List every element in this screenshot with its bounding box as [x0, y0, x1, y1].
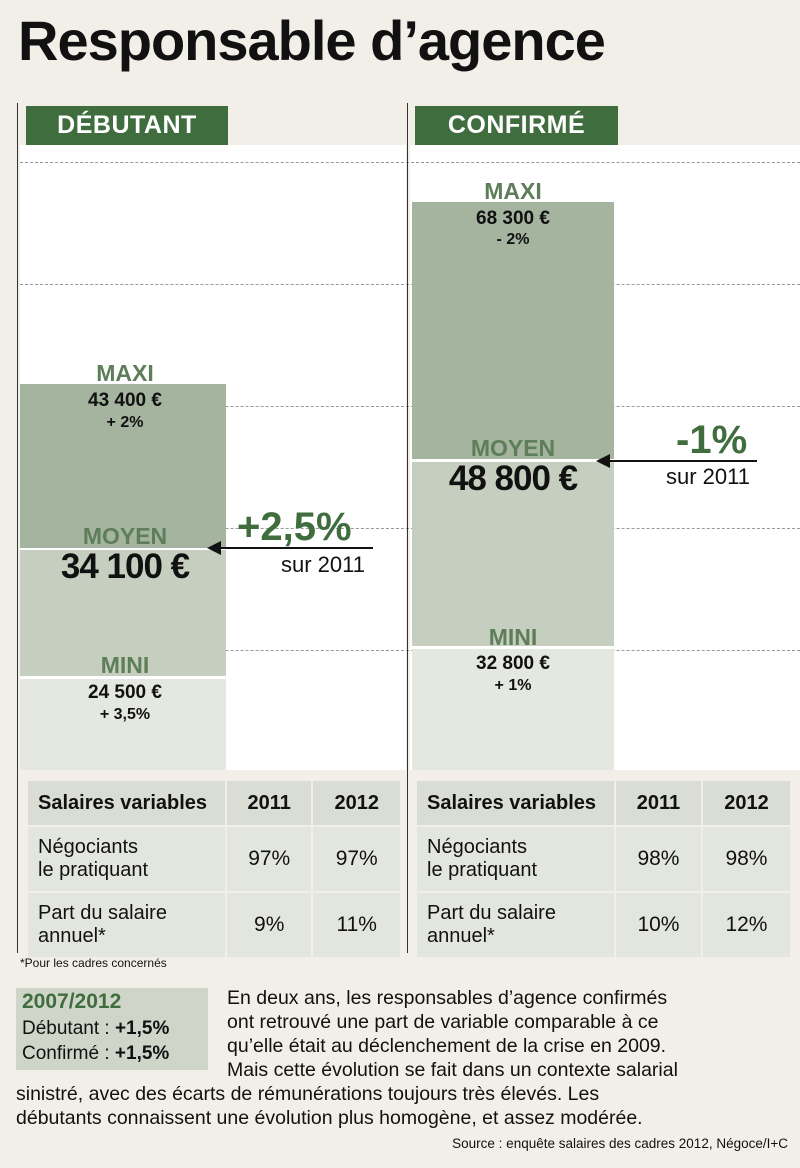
cell-2011: 98% — [616, 827, 701, 891]
row-label-line: le pratiquant — [38, 859, 149, 881]
summary-box-title: 2007/2012 — [22, 990, 122, 1013]
cell-2011: 97% — [227, 827, 312, 891]
debutant-moyen-value: 34 100 € — [60, 547, 190, 586]
table-header-label: Salaires variables — [28, 781, 225, 825]
confirme-header: CONFIRMÉ — [415, 106, 618, 145]
row-label-line: le pratiquant — [427, 859, 538, 881]
debutant-mini-value: 24 500 € — [88, 682, 162, 703]
gridline — [20, 650, 800, 651]
summary-debutant: Débutant : +1,5% — [22, 1018, 169, 1040]
confirme-evolution-sub: sur 2011 — [666, 464, 750, 489]
gridline — [20, 406, 800, 407]
confirme-variable-table: Salaires variables 2011 2012 Négociants l… — [415, 779, 792, 959]
page-title: Responsable d’agence — [18, 9, 606, 72]
row-label-line: annuel* — [38, 925, 106, 947]
row-label: Négociants le pratiquant — [417, 827, 614, 891]
summary-debutant-value: +1,5% — [114, 1018, 170, 1039]
debutant-mini-label: MINI — [100, 652, 150, 678]
confirme-mini-bar — [412, 649, 614, 770]
cell-2012: 98% — [702, 827, 790, 891]
table-header-2011: 2011 — [227, 781, 312, 825]
debutant-moyen-bar — [20, 550, 226, 676]
gridline — [20, 528, 800, 529]
confirme-maxi-value: 68 300 € — [476, 208, 550, 229]
row-label: Part du salaire annuel* — [28, 893, 225, 957]
row-label: Part du salaire annuel* — [417, 893, 614, 957]
row-label-line: Part du salaire — [427, 902, 556, 924]
paragraph-line: débutants connaissent une évolution plus… — [16, 1107, 643, 1129]
debutant-arrow-line — [220, 547, 373, 549]
table-row: Part du salaire annuel* 9% 11% — [28, 893, 400, 957]
confirme-mini-change: + 1% — [494, 677, 532, 694]
footnote: *Pour les cadres concernés — [20, 956, 167, 970]
confirme-moyen-bar — [412, 462, 614, 646]
paragraph-line: En deux ans, les responsables d’agence c… — [227, 987, 668, 1009]
row-label-line: annuel* — [427, 925, 495, 947]
paragraph-line: qu’elle était au déclenchement de la cri… — [227, 1035, 667, 1057]
row-label-line: Négociants — [38, 836, 139, 858]
debutant-mini-change: + 3,5% — [99, 706, 151, 723]
debutant-maxi-change: + 2% — [106, 414, 144, 431]
summary-debutant-label: Débutant : — [22, 1018, 115, 1039]
confirme-arrow-head — [596, 454, 610, 468]
row-label-line: Part du salaire — [38, 902, 167, 924]
paragraph-line: sinistré, avec des écarts de rémunératio… — [16, 1083, 600, 1105]
table-row: Négociants le pratiquant 97% 97% — [28, 827, 400, 891]
gridline — [20, 162, 800, 163]
center-divider-line — [407, 103, 408, 953]
cell-2012: 12% — [702, 893, 790, 957]
debutant-maxi-label: MAXI — [96, 360, 154, 386]
table-row: Part du salaire annuel* 10% 12% — [417, 893, 790, 957]
debutant-header: DÉBUTANT — [26, 106, 228, 145]
debutant-variable-table: Salaires variables 2011 2012 Négociants l… — [26, 779, 402, 959]
confirme-moyen-value: 48 800 € — [448, 459, 578, 498]
row-label-line: Négociants — [427, 836, 528, 858]
table-row: Négociants le pratiquant 98% 98% — [417, 827, 790, 891]
summary-confirme-value: +1,5% — [114, 1043, 170, 1064]
summary-confirme: Confirmé : +1,5% — [22, 1043, 169, 1065]
debutant-arrow-head — [207, 541, 221, 555]
paragraph-line: ont retrouvé une part de variable compar… — [227, 1011, 659, 1033]
confirme-maxi-change: - 2% — [496, 231, 530, 248]
row-label: Négociants le pratiquant — [28, 827, 225, 891]
table-header-2011: 2011 — [616, 781, 701, 825]
cell-2011: 10% — [616, 893, 701, 957]
summary-confirme-label: Confirmé : — [22, 1043, 115, 1064]
debutant-mini-bar — [20, 679, 226, 770]
confirme-mini-label: MINI — [488, 624, 538, 650]
confirme-maxi-bar — [412, 202, 614, 459]
debutant-maxi-value: 43 400 € — [88, 390, 162, 411]
debutant-evolution-sub: sur 2011 — [281, 552, 365, 577]
table-header-label: Salaires variables — [417, 781, 614, 825]
summary-box: 2007/2012 Débutant : +1,5% Confirmé : +1… — [16, 988, 208, 1070]
source-credit: Source : enquête salaires des cadres 201… — [452, 1136, 788, 1151]
confirme-maxi-label: MAXI — [484, 178, 542, 204]
cell-2012: 97% — [313, 827, 400, 891]
confirme-mini-value: 32 800 € — [476, 653, 550, 674]
confirme-arrow-line — [609, 460, 757, 462]
gridline — [20, 284, 800, 285]
debutant-maxi-bar — [20, 384, 226, 548]
paragraph-line: Mais cette évolution se fait dans un con… — [227, 1059, 678, 1081]
cell-2012: 11% — [313, 893, 400, 957]
confirme-evolution-pct: -1% — [676, 418, 748, 462]
confirme-moyen-label: MOYEN — [470, 435, 556, 461]
table-header-2012: 2012 — [702, 781, 790, 825]
cell-2011: 9% — [227, 893, 312, 957]
debutant-evolution-pct: +2,5% — [237, 505, 352, 549]
table-header-2012: 2012 — [313, 781, 400, 825]
debutant-moyen-label: MOYEN — [82, 523, 168, 549]
left-axis-line — [17, 103, 18, 953]
